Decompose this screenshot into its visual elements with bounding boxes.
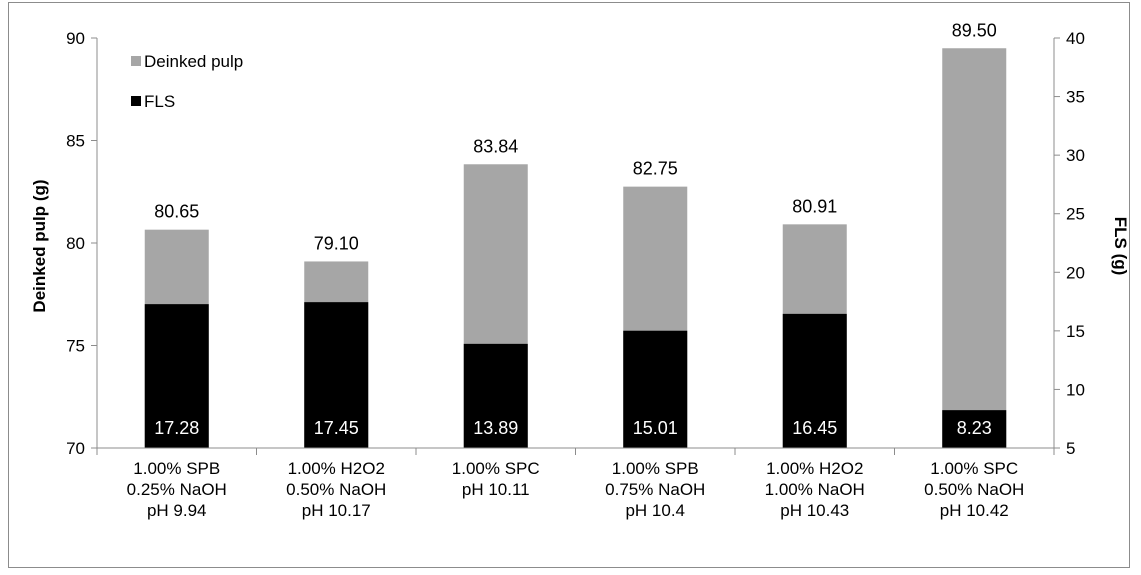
data-label-deinked-pulp-6: 89.50 — [952, 20, 997, 40]
category-label-1-line-2: 0.25% NaOH — [127, 480, 227, 499]
y2-tick-label-30: 30 — [1066, 146, 1085, 165]
bars-layer — [144, 48, 1007, 448]
bar-fls-6 — [942, 410, 1007, 448]
legend-swatch-deinked-pulp — [131, 56, 141, 66]
data-label-deinked-pulp-4: 82.75 — [633, 159, 678, 179]
y-tick-label-80: 80 — [66, 234, 85, 253]
bar-fls-3 — [463, 343, 528, 448]
data-label-fls-3: 13.89 — [473, 418, 518, 438]
y2-tick-label-40: 40 — [1066, 29, 1085, 48]
y-axis-title: Deinked pulp (g) — [30, 179, 49, 312]
category-label-5-line-2: 1.00% NaOH — [765, 480, 865, 499]
chart-frame: 70 75 80 85 90 5 10 15 20 25 30 35 40 1.00% SPB 0.25… — [8, 2, 1130, 568]
y2-tick-label-35: 35 — [1066, 88, 1085, 107]
data-labels: 80.65 17.28 79.10 17.45 83.84 13.89 82.75 15.01… — [154, 20, 997, 438]
left-axis-ticks: 70 75 80 85 90 — [66, 29, 97, 458]
data-label-deinked-pulp-1: 80.65 — [154, 202, 199, 222]
right-axis-ticks: 5 10 15 20 25 30 35 40 — [1054, 29, 1085, 458]
bar-fls-5 — [782, 313, 847, 448]
category-label-6-line-3: pH 10.42 — [940, 501, 1009, 520]
category-labels: 1.00% SPB 0.25% NaOH pH 9.94 1.00% H2O2 0.50… — [127, 459, 1025, 520]
data-label-deinked-pulp-3: 83.84 — [473, 136, 518, 156]
data-label-fls-5: 16.45 — [792, 418, 837, 438]
legend: Deinked pulp FLS — [131, 52, 243, 111]
y-tick-label-70: 70 — [66, 439, 85, 458]
y2-tick-label-5: 5 — [1066, 439, 1075, 458]
category-label-1-line-1: 1.00% SPB — [133, 459, 220, 478]
category-label-4-line-1: 1.00% SPB — [612, 459, 699, 478]
category-label-2-line-1: 1.00% H2O2 — [288, 459, 385, 478]
bar-fls-1 — [144, 304, 209, 448]
y-tick-label-75: 75 — [66, 337, 85, 356]
category-label-3-line-2: pH 10.11 — [462, 480, 530, 499]
data-label-fls-4: 15.01 — [633, 418, 678, 438]
data-label-fls-1: 17.28 — [154, 418, 199, 438]
legend-label-deinked-pulp: Deinked pulp — [144, 52, 243, 71]
y2-tick-label-15: 15 — [1066, 322, 1085, 341]
data-label-fls-6: 8.23 — [957, 418, 992, 438]
axes-layer — [96, 38, 1055, 455]
category-label-4-line-3: pH 10.4 — [625, 501, 685, 520]
legend-label-fls: FLS — [144, 92, 175, 111]
category-label-3-line-1: 1.00% SPC — [452, 459, 540, 478]
data-label-deinked-pulp-5: 80.91 — [792, 196, 837, 216]
category-label-2-line-2: 0.50% NaOH — [286, 480, 386, 499]
category-label-6-line-2: 0.50% NaOH — [924, 480, 1024, 499]
category-label-2-line-3: pH 10.17 — [302, 501, 371, 520]
chart-svg: 70 75 80 85 90 5 10 15 20 25 30 35 40 1.00% SPB 0.25… — [30, 20, 1130, 520]
data-label-fls-2: 17.45 — [314, 418, 359, 438]
y-tick-label-85: 85 — [66, 132, 85, 151]
bar-fls-4 — [623, 330, 688, 448]
category-label-1-line-3: pH 9.94 — [147, 501, 207, 520]
data-label-deinked-pulp-2: 79.10 — [314, 233, 359, 253]
bar-fls-2 — [304, 302, 369, 448]
category-label-6-line-1: 1.00% SPC — [930, 459, 1018, 478]
category-label-5-line-3: pH 10.43 — [780, 501, 849, 520]
y2-tick-label-25: 25 — [1066, 205, 1085, 224]
y2-tick-label-10: 10 — [1066, 380, 1085, 399]
bar-deinked-pulp-6 — [942, 48, 1007, 448]
category-label-4-line-2: 0.75% NaOH — [605, 480, 705, 499]
legend-swatch-fls — [131, 96, 141, 106]
y-tick-label-90: 90 — [66, 29, 85, 48]
category-label-5-line-1: 1.00% H2O2 — [766, 459, 863, 478]
y2-tick-label-20: 20 — [1066, 263, 1085, 282]
y2-axis-title: FLS (g) — [1111, 217, 1130, 276]
